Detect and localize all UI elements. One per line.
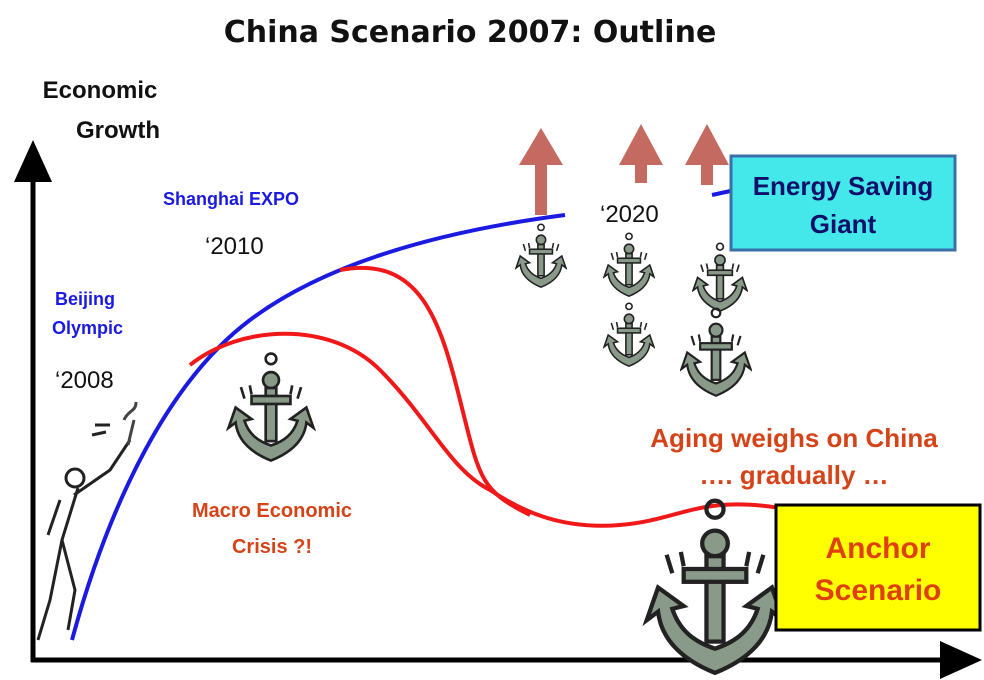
milestone-year: ‘2010	[205, 233, 264, 260]
scenario-label: …. gradually …	[699, 460, 888, 490]
title: China Scenario 2007: Outline	[224, 15, 717, 50]
milestone-year: ‘2020	[600, 201, 659, 228]
scenario-label: Crisis ?!	[232, 536, 312, 558]
scenario-label: Macro Economic	[192, 500, 352, 522]
runner-figure	[38, 402, 136, 640]
milestone-label: Olympic	[52, 318, 123, 338]
milestone-year: ‘2008	[55, 367, 114, 394]
scenario-label: Scenario	[815, 574, 942, 607]
y-axis-label: Economic	[43, 77, 158, 104]
scenario-label: Energy Saving	[753, 171, 934, 201]
y-axis-label: Growth	[76, 117, 160, 144]
scenario-label: Aging weighs on China	[650, 423, 938, 453]
scenario-label: Giant	[810, 209, 877, 239]
milestone-label: Beijing	[55, 289, 115, 309]
scenario-label: Anchor	[826, 532, 931, 565]
milestone-label: Shanghai EXPO	[163, 189, 299, 209]
scenario-box	[776, 505, 980, 630]
diagram: China Scenario 2007: Outline Economic Gr…	[0, 0, 984, 680]
